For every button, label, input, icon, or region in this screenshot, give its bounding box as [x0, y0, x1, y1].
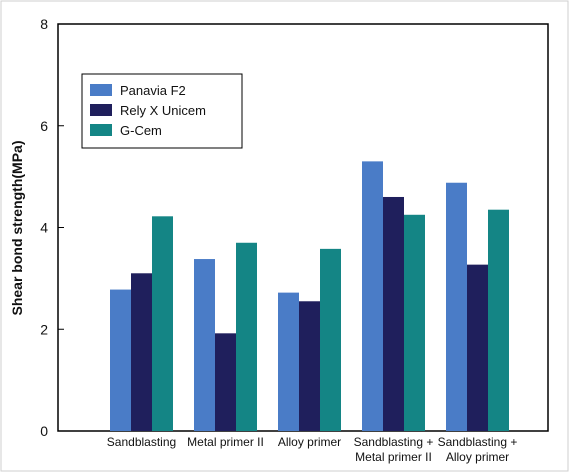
x-category-label-4: Sandblasting + Alloy primer	[438, 435, 518, 464]
bar-panavia-f2-4	[446, 182, 467, 431]
bar-g-cem-4	[488, 209, 509, 431]
bar-rely-x-unicem-3	[383, 196, 404, 431]
bar-rely-x-unicem-2	[299, 301, 320, 431]
bar-panavia-f2-2	[278, 292, 299, 431]
y-tick-label-4: 8	[40, 16, 48, 32]
y-axis: 0 2 4 6 8	[40, 16, 64, 439]
bar-panavia-f2-0	[110, 289, 131, 431]
legend-label-0: Panavia F2	[120, 83, 186, 98]
bar-rely-x-unicem-4	[467, 264, 488, 431]
bar-rely-x-unicem-1	[215, 333, 236, 431]
legend: Panavia F2 Rely X Unicem G-Cem	[81, 73, 243, 149]
bars	[110, 161, 509, 432]
bar-panavia-f2-1	[194, 259, 215, 431]
legend-label-2: G-Cem	[120, 123, 162, 138]
y-tick-label-3: 6	[40, 118, 48, 134]
bar-g-cem-2	[320, 248, 341, 431]
y-tick-label-2: 4	[40, 220, 48, 236]
legend-label-1: Rely X Unicem	[120, 103, 206, 118]
y-tick-label-1: 2	[40, 321, 48, 337]
bar-panavia-f2-3	[362, 161, 383, 432]
x-category-label-2: Alloy primer	[278, 435, 341, 449]
legend-swatch-2	[90, 124, 112, 136]
y-tick-label-0: 0	[40, 423, 48, 439]
x-category-label-3: Sandblasting + Metal primer II	[354, 435, 434, 464]
bar-g-cem-3	[404, 214, 425, 431]
x-category-label-0: Sandblasting	[107, 435, 176, 449]
x-axis: Sandblasting Metal primer II Alloy primer S…	[107, 435, 518, 464]
y-axis-title: Shear bond strength(MPa)	[9, 140, 25, 315]
bar-g-cem-1	[236, 242, 257, 431]
bar-rely-x-unicem-0	[131, 273, 152, 431]
bar-g-cem-0	[152, 216, 173, 431]
legend-swatch-0	[90, 84, 112, 96]
x-category-label-1: Metal primer II	[187, 435, 264, 449]
legend-swatch-1	[90, 104, 112, 116]
